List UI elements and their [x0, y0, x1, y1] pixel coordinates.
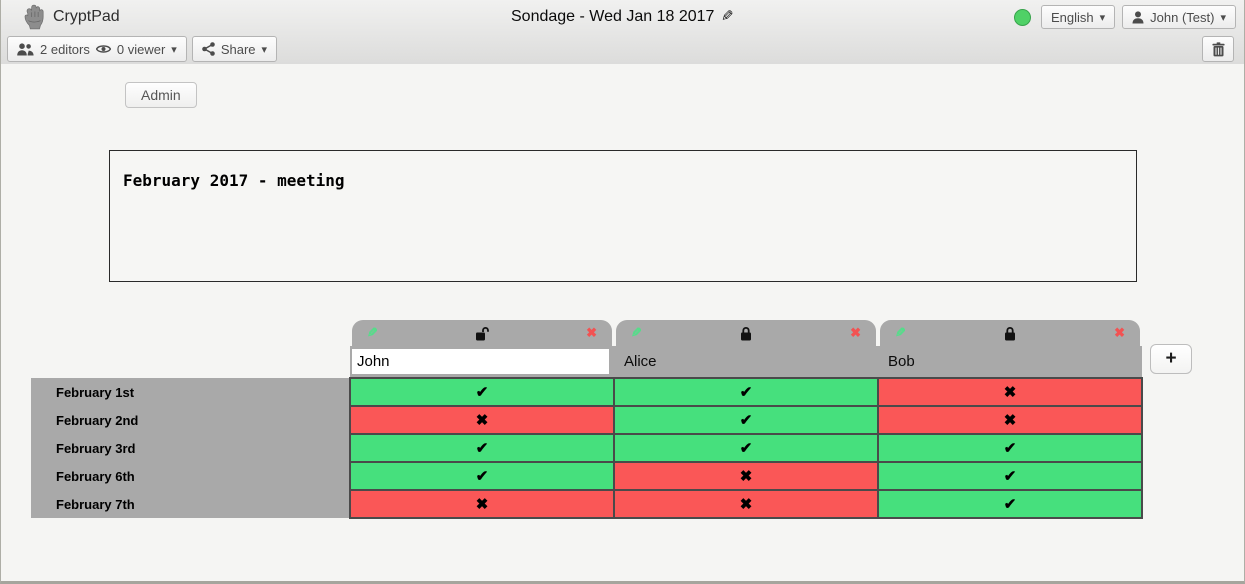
edit-column-pencil-icon[interactable]: ✎ [631, 325, 642, 340]
column-name-label: Alice [624, 353, 657, 370]
column-name-input[interactable] [352, 349, 609, 374]
vote-cell-no[interactable]: ✖ [613, 489, 879, 519]
document-title-text: Sondage - Wed Jan 18 2017 [511, 8, 715, 25]
admin-button[interactable]: Admin [125, 82, 197, 108]
remove-column-icon[interactable]: ✖ [586, 325, 597, 340]
toolbar: CryptPad Sondage - Wed Jan 18 2017 ✎ Engl… [1, 0, 1244, 64]
vote-cell-yes[interactable]: ✔ [349, 461, 615, 491]
vote-cell-no[interactable]: ✖ [349, 489, 615, 519]
chevron-down-icon: ▾ [261, 43, 268, 56]
cryptpad-fist-icon [23, 4, 45, 30]
row-label: February 6th [31, 462, 350, 490]
remove-column-icon[interactable]: ✖ [850, 325, 861, 340]
trash-button[interactable] [1202, 36, 1234, 62]
vote-cell-no[interactable]: ✖ [613, 461, 879, 491]
vote-cell-no[interactable]: ✖ [877, 405, 1143, 435]
row-label: February 3rd [31, 434, 350, 462]
app-logo[interactable]: CryptPad [23, 4, 120, 30]
share-icon [202, 42, 215, 56]
row-label: February 1st [31, 378, 350, 406]
lock-icon[interactable] [739, 326, 753, 341]
chevron-down-icon: ▾ [171, 43, 177, 56]
vote-cell-yes[interactable]: ✔ [349, 377, 615, 407]
toolbar-actions-row: 2 editors 0 viewer ▾ Share ▾ [1, 33, 1244, 64]
row-label: February 2nd [31, 406, 350, 434]
vote-cell-yes[interactable]: ✔ [877, 461, 1143, 491]
poll-description-textarea[interactable]: February 2017 - meeting [109, 150, 1137, 282]
eye-icon [95, 44, 111, 54]
toolbar-left-buttons: 2 editors 0 viewer ▾ Share ▾ [7, 36, 278, 62]
table-row: February 7th ✖ ✖ ✔ [31, 489, 1143, 519]
app-name: CryptPad [53, 8, 120, 25]
lock-icon[interactable] [1003, 326, 1017, 341]
chevron-down-icon: ▾ [1099, 11, 1106, 24]
user-menu-label: John (Test) [1150, 9, 1215, 25]
remove-column-icon[interactable]: ✖ [1114, 325, 1125, 340]
column-names-row: Alice Bob [350, 346, 1142, 377]
row-label: February 7th [31, 490, 350, 518]
edit-column-pencil-icon[interactable]: ✎ [895, 325, 906, 340]
column-tab-slot: ✎ ✖ [614, 320, 878, 346]
column-name-cell: Alice [614, 346, 878, 377]
column-tab: ✎ ✖ [352, 320, 612, 346]
viewers-count-label: 0 viewer [116, 41, 166, 57]
user-icon [1132, 10, 1144, 24]
connection-status-indicator [1013, 8, 1031, 26]
vote-cell-no[interactable]: ✖ [349, 405, 615, 435]
table-row: February 6th ✔ ✖ ✔ [31, 461, 1143, 491]
table-row: February 1st ✔ ✔ ✖ [31, 377, 1143, 407]
userlist-dropdown[interactable]: 2 editors 0 viewer ▾ [7, 36, 187, 62]
vote-cell-yes[interactable]: ✔ [613, 433, 879, 463]
vote-cell-yes[interactable]: ✔ [613, 377, 879, 407]
column-name-label: Bob [888, 353, 915, 370]
users-icon [17, 42, 34, 56]
vote-cell-no[interactable]: ✖ [877, 377, 1143, 407]
document-title[interactable]: Sondage - Wed Jan 18 2017 ✎ [1, 7, 1244, 26]
share-dropdown[interactable]: Share ▾ [191, 36, 278, 62]
vote-cell-yes[interactable]: ✔ [349, 433, 615, 463]
column-tab: ✎ ✖ [616, 320, 876, 346]
column-name-cell: Bob [878, 346, 1142, 377]
editors-count-label: 2 editors [40, 41, 90, 57]
column-tabs-row: ✎ ✖ ✎ ✖ ✎ ✖ [350, 320, 1201, 346]
vote-cell-yes[interactable]: ✔ [877, 433, 1143, 463]
chevron-down-icon: ▾ [1220, 11, 1226, 24]
user-menu-dropdown[interactable]: John (Test) ▾ [1122, 5, 1236, 29]
edit-column-pencil-icon[interactable]: ✎ [367, 325, 378, 340]
trash-icon [1211, 41, 1225, 57]
column-tab: ✎ ✖ [880, 320, 1140, 346]
table-row: February 2nd ✖ ✔ ✖ [31, 405, 1143, 435]
column-tab-slot: ✎ ✖ [878, 320, 1142, 346]
add-column-button[interactable]: + [1150, 344, 1192, 374]
language-dropdown[interactable]: English ▾ [1040, 5, 1116, 29]
share-label: Share [220, 41, 256, 57]
column-tab-slot: ✎ ✖ [350, 320, 614, 346]
votes-table: February 1st ✔ ✔ ✖ February 2nd ✖ ✔ ✖ February 3… [31, 377, 1143, 519]
toolbar-right-group: English ▾ John (Test) ▾ [1013, 5, 1236, 29]
language-dropdown-label: English [1050, 9, 1094, 25]
vote-cell-yes[interactable]: ✔ [877, 489, 1143, 519]
vote-cell-yes[interactable]: ✔ [613, 405, 879, 435]
edit-title-pencil-icon[interactable]: ✎ [721, 8, 734, 25]
table-row: February 3rd ✔ ✔ ✔ [31, 433, 1143, 463]
toolbar-title-row: CryptPad Sondage - Wed Jan 18 2017 ✎ Engl… [1, 0, 1244, 33]
column-name-cell [350, 346, 614, 377]
unlock-icon[interactable] [475, 326, 489, 341]
